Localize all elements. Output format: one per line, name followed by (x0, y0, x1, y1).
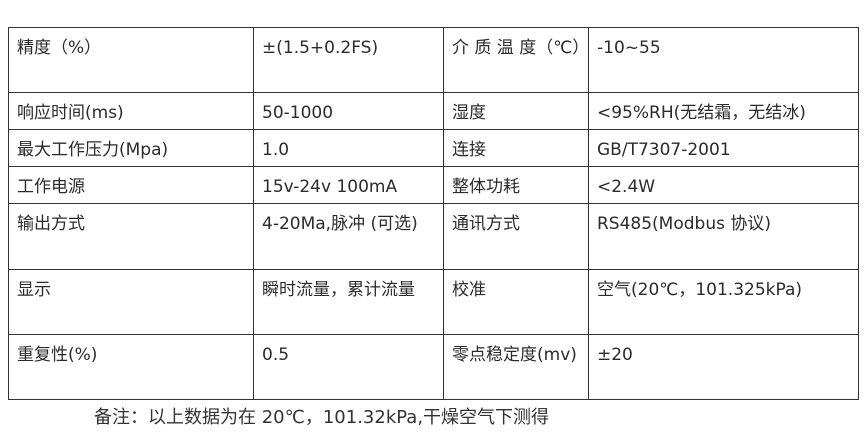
param-value: 15v-24v 100mA (253, 166, 444, 204)
param-label: 响应时间(ms) (8, 92, 254, 130)
table-row: 重复性(%) 0.5 零点稳定度(mv) ±20 (8, 334, 859, 400)
param-label: 通讯方式 (443, 203, 589, 270)
param-value: 50-1000 (253, 92, 444, 130)
param-value: -10~55 (588, 27, 859, 93)
param-value: 1.0 (253, 129, 444, 167)
param-label: 整体功耗 (443, 166, 589, 204)
table-row: 工作电源 15v-24v 100mA 整体功耗 <2.4W (8, 166, 859, 204)
param-value: 0.5 (253, 334, 444, 400)
param-label: 校准 (443, 269, 589, 335)
table-row: 精度（%） ±(1.5+0.2FS) 介 质 温 度（℃） -10~55 (8, 27, 859, 93)
param-label: 湿度 (443, 92, 589, 130)
param-value: 瞬时流量，累计流量 (253, 269, 444, 335)
spec-table: 精度（%） ±(1.5+0.2FS) 介 质 温 度（℃） -10~55 响应时间(ms… (8, 27, 859, 400)
table-row: 输出方式 4-20Ma,脉冲 (可选) 通讯方式 RS485(Modbus 协议) (8, 203, 859, 270)
param-label: 连接 (443, 129, 589, 167)
param-label: 介 质 温 度（℃） (443, 27, 589, 93)
table-row: 显示 瞬时流量，累计流量 校准 空气(20℃，101.325kPa) (8, 269, 859, 335)
footnote: 备注：以上数据为在 20℃，101.32kPa,干燥空气下测得 (94, 407, 550, 428)
param-value: GB/T7307-2001 (588, 129, 859, 167)
param-value: 4-20Ma,脉冲 (可选) (253, 203, 444, 270)
param-value: 空气(20℃，101.325kPa) (588, 269, 859, 335)
param-label: 精度（%） (8, 27, 254, 93)
table-row: 响应时间(ms) 50-1000 湿度 <95%RH(无结霜，无结冰) (8, 92, 859, 130)
param-value: RS485(Modbus 协议) (588, 203, 859, 270)
param-value: ±(1.5+0.2FS) (253, 27, 444, 93)
param-label: 显示 (8, 269, 254, 335)
param-label: 输出方式 (8, 203, 254, 270)
param-label: 重复性(%) (8, 334, 254, 400)
param-value: ±20 (588, 334, 859, 400)
param-value: <95%RH(无结霜，无结冰) (588, 92, 859, 130)
param-label: 工作电源 (8, 166, 254, 204)
param-label: 最大工作压力(Mpa) (8, 129, 254, 167)
param-value: <2.4W (588, 166, 859, 204)
param-label: 零点稳定度(mv) (443, 334, 589, 400)
table-row: 最大工作压力(Mpa) 1.0 连接 GB/T7307-2001 (8, 129, 859, 167)
